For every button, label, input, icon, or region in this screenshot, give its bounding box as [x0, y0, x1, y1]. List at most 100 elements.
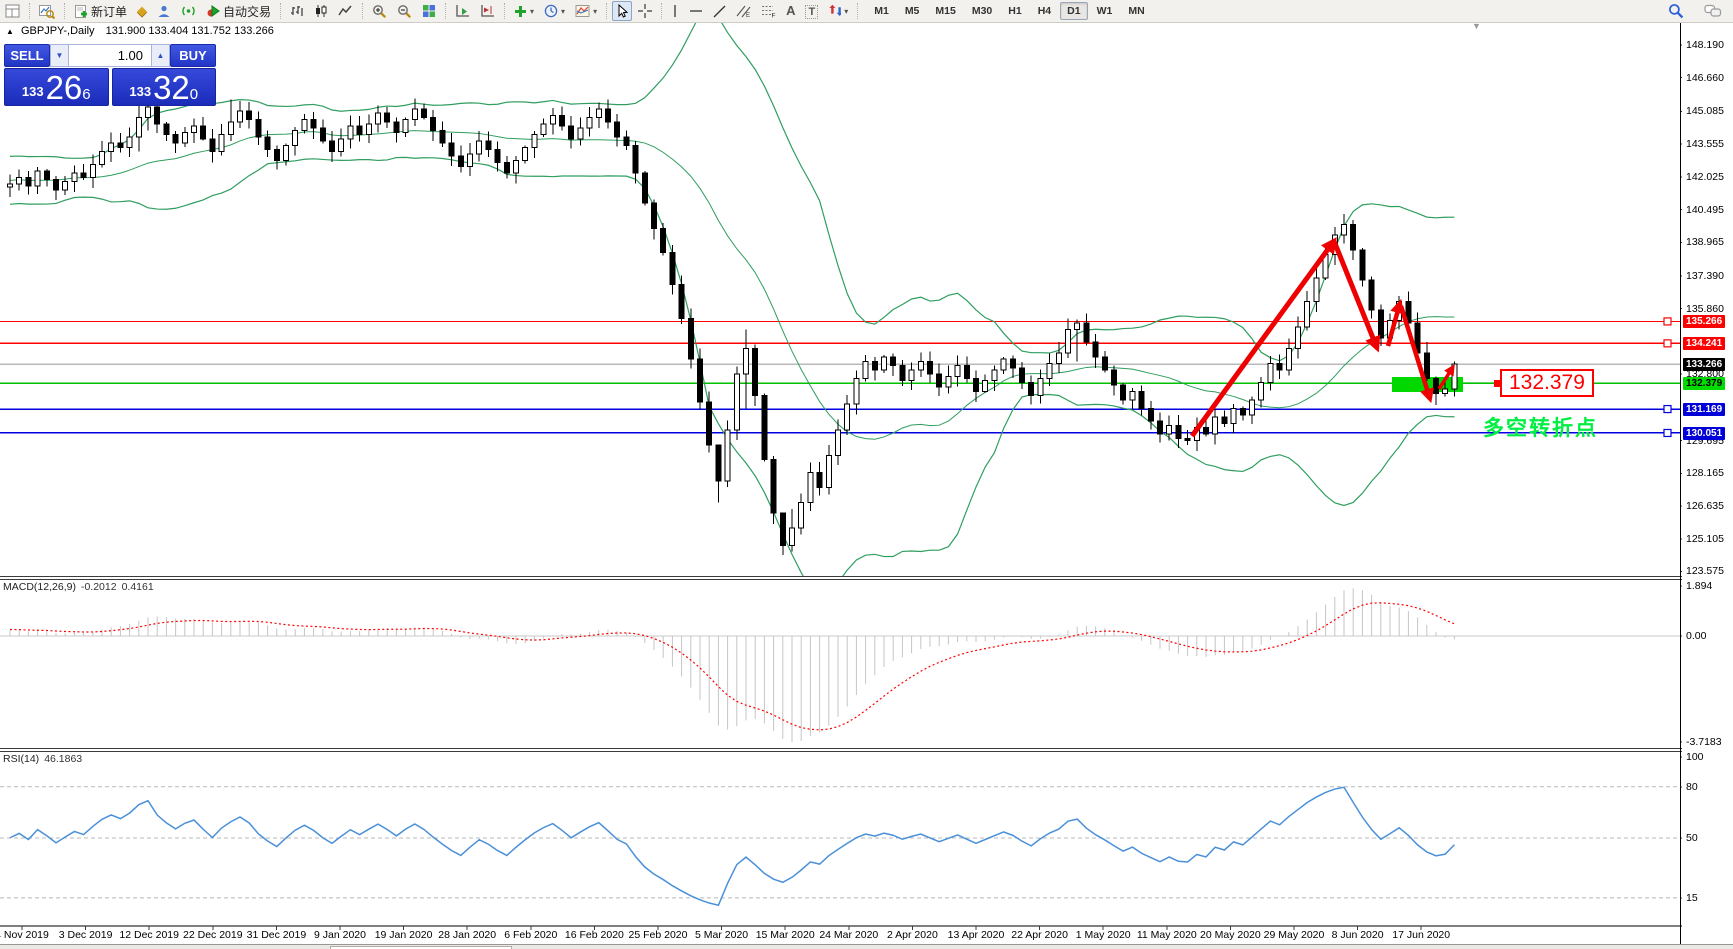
date-tick-label: 28 Jan 2020 — [438, 929, 497, 941]
new-order-button[interactable]: 新订单 — [70, 1, 131, 21]
line-chart-icon — [338, 4, 353, 18]
bars-chart-icon[interactable] — [286, 1, 308, 21]
date-tick-label: 13 Apr 2020 — [947, 929, 1005, 941]
price-tick-label: 148.190 — [1686, 39, 1724, 51]
chart-shift-icon[interactable] — [476, 1, 499, 21]
gold-icon[interactable]: ◆ — [133, 1, 151, 21]
price-tick-label: 125.105 — [1686, 532, 1724, 545]
price-axis[interactable]: 148.190 146.660 145.085 143.555 142.025 140.4… — [1682, 22, 1733, 944]
timeframe-button-m5[interactable]: M5 — [904, 5, 920, 17]
line-chart-icon[interactable] — [334, 1, 357, 21]
chevron-down-icon[interactable]: ▾ — [561, 6, 566, 16]
timeframe-button-m1[interactable]: M1 — [874, 5, 889, 17]
channel-icon[interactable]: E — [732, 1, 755, 21]
price-line-badge: 131.169 — [1683, 403, 1726, 417]
macd-label: MACD(12,26,9) — [3, 581, 76, 593]
price-callout-box[interactable]: 132.379 — [1500, 369, 1594, 397]
rsi-axis-label: 100 — [1686, 751, 1704, 763]
date-tick-label: 29 May 2020 — [1263, 929, 1325, 941]
date-axis[interactable]: 4 Nov 2019 3 Dec 2019 12 Dec 2019 22 Dec 20… — [0, 927, 1680, 944]
auto-scroll-icon[interactable] — [451, 1, 474, 21]
toolbar-separator — [504, 3, 506, 19]
toolbar-separator — [280, 3, 282, 19]
zoom-out-icon[interactable] — [393, 1, 416, 21]
price-line-badge: 132.379 — [1683, 377, 1726, 391]
autotrading-button[interactable]: 自动交易 — [202, 1, 275, 21]
date-tick-label: 20 May 2020 — [1200, 929, 1261, 941]
macd-axis-label: 1.894 — [1686, 580, 1713, 592]
cursor-icon[interactable] — [612, 1, 633, 21]
label-icon[interactable]: T — [801, 1, 822, 21]
date-tick-label: 25 Feb 2020 — [628, 929, 688, 941]
trendline-icon[interactable] — [709, 1, 730, 21]
timeframe-button-mn[interactable]: MN — [1128, 5, 1145, 17]
text-icon[interactable]: A — [782, 1, 799, 21]
price-tick-label: 140.495 — [1686, 203, 1724, 216]
chat-icon[interactable] — [1700, 1, 1726, 21]
price-tick-label: 145.085 — [1686, 105, 1724, 118]
date-tick-label: 6 Feb 2020 — [504, 929, 558, 941]
timeframe-toolbar: M1 M5 M15 M30 H1 H4 D1 W1 MN — [866, 2, 1152, 20]
volume-input[interactable]: 1.00 — [69, 44, 151, 67]
buy-price-pips: 32 — [153, 69, 190, 106]
toolbar-separator — [64, 3, 65, 19]
rsi-value: 46.1863 — [44, 753, 83, 765]
zoom-in-icon[interactable] — [368, 1, 391, 21]
periods-icon[interactable]: ▾ — [540, 1, 569, 21]
vline-icon[interactable] — [667, 1, 683, 21]
timeframe-button-m15[interactable]: M15 — [935, 5, 956, 17]
date-tick-label: 16 Feb 2020 — [564, 929, 624, 941]
gold-icon: ◆ — [137, 3, 148, 18]
macd-value: -0.2012 — [80, 581, 117, 593]
sell-button[interactable]: SELL — [4, 44, 50, 67]
chevron-down-icon[interactable]: ▾ — [844, 6, 849, 16]
toolbar: 新订单 ◆ 自动交易 ▾ ▾ ▾ E F A T ▾ M1 M5 M15 M30 H1 H4 D1 W1 MN — [0, 0, 1733, 23]
signal-icon[interactable] — [177, 1, 200, 21]
timeframe-button-h1[interactable]: H1 — [1008, 5, 1022, 17]
cursor-icon — [616, 4, 629, 18]
chevron-down-icon[interactable]: ▾ — [530, 6, 535, 16]
price-tick-label: 126.635 — [1686, 500, 1724, 513]
rsi-label-row: RSI(14) 46.1863 — [3, 753, 82, 765]
chart-preview-icon[interactable] — [35, 1, 59, 21]
date-tick-label: 22 Apr 2020 — [1011, 929, 1068, 941]
window-icon — [5, 4, 20, 18]
search-icon[interactable] — [1664, 1, 1688, 21]
toolbar-separator — [362, 3, 364, 19]
templates-icon — [575, 4, 590, 18]
volume-increase-button[interactable]: ▲ — [151, 44, 170, 67]
svg-text:E: E — [746, 13, 750, 18]
timeframe-button-m30[interactable]: M30 — [971, 5, 993, 17]
candles-chart-icon[interactable] — [310, 1, 332, 21]
volume-decrease-button[interactable]: ▼ — [50, 44, 69, 67]
status-cell — [330, 946, 512, 949]
indicators-icon — [514, 5, 527, 18]
fibonacci-icon[interactable]: F — [757, 1, 780, 21]
hline-icon[interactable] — [685, 1, 707, 21]
timeframe-button-w1[interactable]: W1 — [1096, 5, 1113, 17]
date-tick-label: 1 May 2020 — [1075, 929, 1131, 941]
turning-point-note[interactable]: 多空转折点 — [1483, 417, 1598, 440]
toolbar-right-group — [1663, 1, 1733, 21]
toolbar-left-group: 新订单 ◆ 自动交易 ▾ ▾ ▾ E F A T ▾ — [0, 1, 862, 21]
crosshair-icon[interactable] — [634, 1, 656, 21]
indicators-icon[interactable]: ▾ — [510, 1, 538, 21]
tile-windows-icon[interactable] — [418, 1, 440, 21]
window-icon[interactable] — [1, 1, 24, 21]
bars-chart-icon — [290, 4, 304, 18]
templates-icon[interactable]: ▾ — [571, 1, 601, 21]
toolbar-separator — [445, 3, 447, 19]
timeframe-button-d1[interactable]: D1 — [1060, 2, 1088, 20]
timeframe-button-h4[interactable]: H4 — [1037, 5, 1052, 17]
arrows-icon[interactable]: ▾ — [824, 1, 852, 21]
sell-price-prefix: 133 — [21, 84, 44, 99]
buy-button[interactable]: BUY — [170, 44, 216, 67]
chevron-down-icon[interactable]: ▾ — [593, 6, 598, 16]
profile-icon[interactable] — [153, 1, 175, 21]
signal-icon — [181, 4, 196, 18]
buy-price-display[interactable]: 133 32 0 — [111, 68, 216, 106]
sell-price-display[interactable]: 133 26 6 — [4, 68, 109, 106]
new-order-icon — [74, 4, 89, 19]
tile-windows-icon — [422, 4, 436, 18]
